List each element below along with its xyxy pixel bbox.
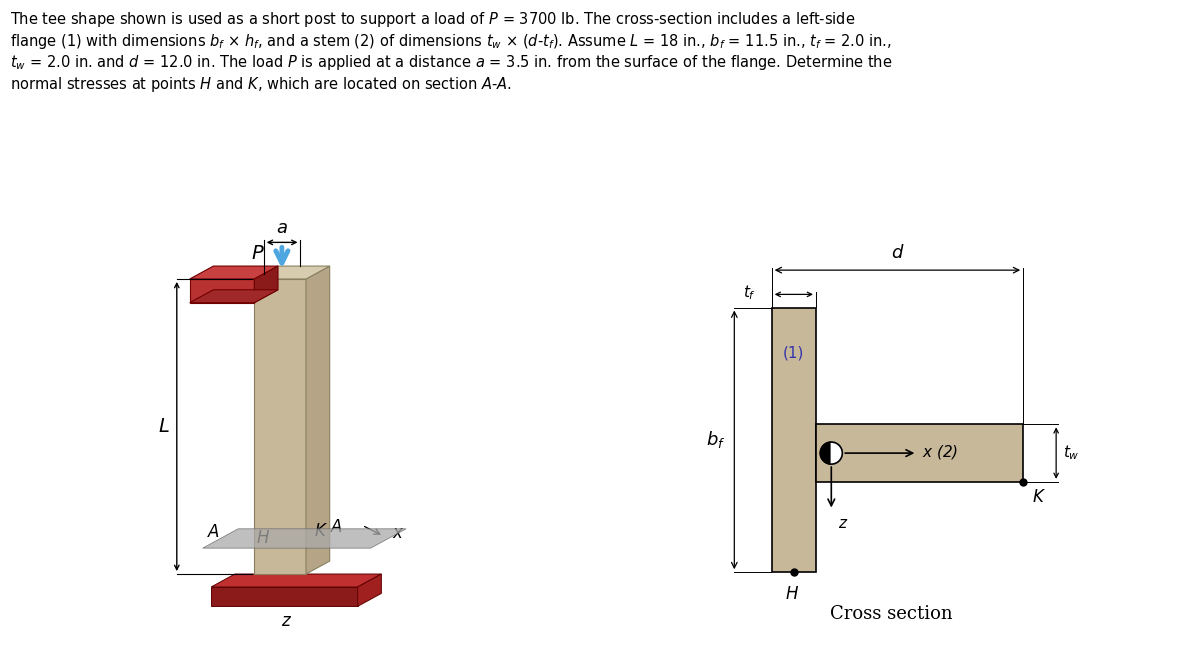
Polygon shape: [358, 574, 382, 606]
Text: $z$: $z$: [838, 516, 848, 531]
Polygon shape: [832, 442, 842, 464]
Polygon shape: [254, 266, 330, 279]
Text: $A$: $A$: [206, 523, 220, 542]
Text: $a$: $a$: [276, 219, 288, 238]
Polygon shape: [203, 529, 406, 548]
Text: $H$: $H$: [785, 586, 799, 603]
Text: $A$: $A$: [330, 519, 343, 536]
Text: The tee shape shown is used as a short post to support a load of $P$ = 3700 lb. : The tee shape shown is used as a short p…: [10, 10, 892, 94]
Polygon shape: [190, 266, 278, 279]
Polygon shape: [190, 290, 278, 303]
Polygon shape: [211, 574, 382, 587]
Text: $z$: $z$: [281, 612, 292, 630]
Text: $H$: $H$: [257, 529, 270, 547]
Text: $x$ (2): $x$ (2): [922, 443, 958, 461]
Polygon shape: [211, 587, 358, 606]
Polygon shape: [306, 266, 330, 574]
Polygon shape: [190, 279, 254, 303]
Circle shape: [821, 442, 842, 464]
Text: $P$: $P$: [251, 244, 265, 263]
Text: $t_f$: $t_f$: [743, 283, 756, 301]
Text: $x$: $x$: [392, 524, 404, 542]
Text: $L$: $L$: [158, 417, 169, 436]
Text: (1): (1): [784, 345, 804, 361]
Polygon shape: [254, 279, 306, 574]
Polygon shape: [772, 307, 816, 572]
Polygon shape: [816, 424, 1024, 482]
Text: $K$: $K$: [1032, 488, 1046, 507]
Text: $K$: $K$: [313, 522, 328, 540]
Text: $b_f$: $b_f$: [706, 430, 726, 450]
Text: $d$: $d$: [890, 244, 904, 262]
Text: Cross section: Cross section: [829, 605, 952, 623]
Polygon shape: [254, 266, 278, 303]
Text: $t_w$: $t_w$: [1063, 443, 1080, 463]
